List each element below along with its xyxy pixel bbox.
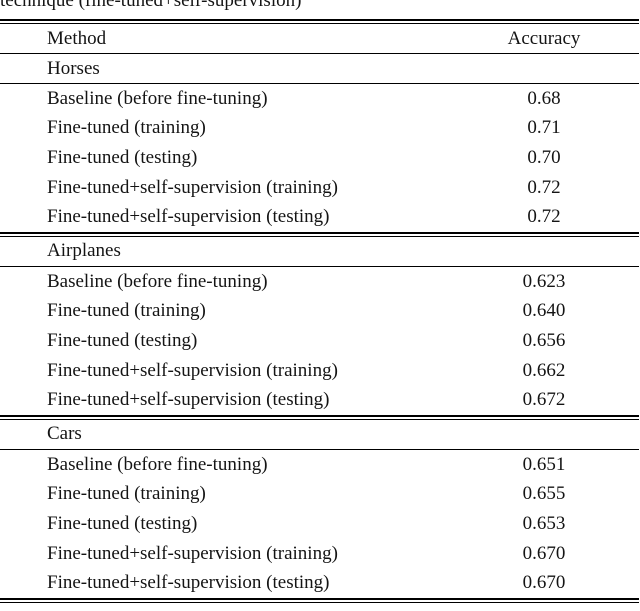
accuracy-cell: 0.72	[527, 176, 561, 198]
table-header-row: Method Accuracy	[0, 24, 639, 53]
method-cell: Fine-tuned (testing)	[47, 146, 198, 168]
table-rule-top	[0, 19, 639, 24]
method-cell: Fine-tuned (training)	[47, 483, 206, 505]
accuracy-cell: 0.68	[527, 87, 561, 109]
table-row: Fine-tuned (testing) 0.70	[0, 143, 639, 173]
table-row: Fine-tuned+self-supervision (testing) 0.…	[0, 202, 639, 232]
section-header-airplanes: Airplanes	[0, 237, 639, 266]
method-cell: Fine-tuned+self-supervision (testing)	[47, 206, 330, 228]
table-rule-section-divider	[0, 231, 639, 237]
method-cell: Fine-tuned+self-supervision (training)	[47, 176, 338, 198]
table-row: Baseline (before fine-tuning) 0.623	[0, 267, 639, 297]
accuracy-cell: 0.670	[522, 542, 566, 564]
method-cell: Fine-tuned+self-supervision (testing)	[47, 572, 330, 594]
table-rule	[0, 448, 639, 450]
column-header-method: Method	[47, 27, 107, 49]
section-title: Cars	[47, 423, 82, 445]
table-row: Fine-tuned+self-supervision (testing) 0.…	[0, 568, 639, 598]
accuracy-cell: 0.623	[522, 270, 566, 292]
accuracy-cell: 0.71	[527, 117, 561, 139]
table-row: Fine-tuned (testing) 0.656	[0, 326, 639, 356]
table-rule	[0, 53, 639, 54]
method-cell: Fine-tuned (training)	[47, 300, 206, 322]
accuracy-cell: 0.656	[522, 329, 566, 351]
accuracy-cell: 0.662	[522, 359, 566, 381]
method-cell: Fine-tuned (testing)	[47, 329, 198, 351]
table-rule	[0, 265, 639, 267]
caption-text: technique (fine-tuned+self-supervision)	[0, 0, 302, 11]
table-rule-bottom	[0, 597, 639, 603]
section-header-horses: Horses	[0, 54, 639, 83]
table-row: Baseline (before fine-tuning) 0.68	[0, 84, 639, 114]
table-row: Baseline (before fine-tuning) 0.651	[0, 450, 639, 480]
table-row: Fine-tuned (training) 0.71	[0, 114, 639, 144]
table-row: Fine-tuned (training) 0.655	[0, 480, 639, 510]
method-cell: Baseline (before fine-tuning)	[47, 453, 268, 475]
section-header-cars: Cars	[0, 420, 639, 449]
section-title: Horses	[47, 57, 100, 79]
method-cell: Fine-tuned (testing)	[47, 512, 198, 534]
accuracy-cell: 0.72	[527, 206, 561, 228]
method-cell: Fine-tuned+self-supervision (training)	[47, 542, 338, 564]
column-header-accuracy: Accuracy	[507, 27, 581, 49]
method-cell: Fine-tuned+self-supervision (training)	[47, 359, 338, 381]
method-cell: Fine-tuned+self-supervision (testing)	[47, 389, 330, 411]
method-cell: Fine-tuned (training)	[47, 117, 206, 139]
table-row: Fine-tuned (training) 0.640	[0, 297, 639, 327]
accuracy-cell: 0.672	[522, 389, 566, 411]
accuracy-cell: 0.670	[522, 572, 566, 594]
table-row: Fine-tuned+self-supervision (training) 0…	[0, 173, 639, 203]
accuracy-cell: 0.70	[527, 146, 561, 168]
accuracy-cell: 0.640	[522, 300, 566, 322]
table-row: Fine-tuned+self-supervision (training) 0…	[0, 539, 639, 569]
table-row: Fine-tuned (testing) 0.653	[0, 509, 639, 539]
method-cell: Baseline (before fine-tuning)	[47, 270, 268, 292]
table-rule	[0, 83, 639, 84]
section-title: Airplanes	[47, 240, 121, 262]
accuracy-cell: 0.651	[522, 453, 566, 475]
caption-fragment-clipped: technique (fine-tuned+self-supervision)	[0, 0, 640, 11]
table-row: Fine-tuned+self-supervision (testing) 0.…	[0, 385, 639, 415]
table-row: Fine-tuned+self-supervision (training) 0…	[0, 356, 639, 386]
method-cell: Baseline (before fine-tuning)	[47, 87, 268, 109]
accuracy-cell: 0.653	[522, 512, 566, 534]
table-rule-section-divider	[0, 414, 639, 420]
accuracy-cell: 0.655	[522, 483, 566, 505]
results-table: Method Accuracy Horses Baseline (before …	[0, 19, 639, 603]
